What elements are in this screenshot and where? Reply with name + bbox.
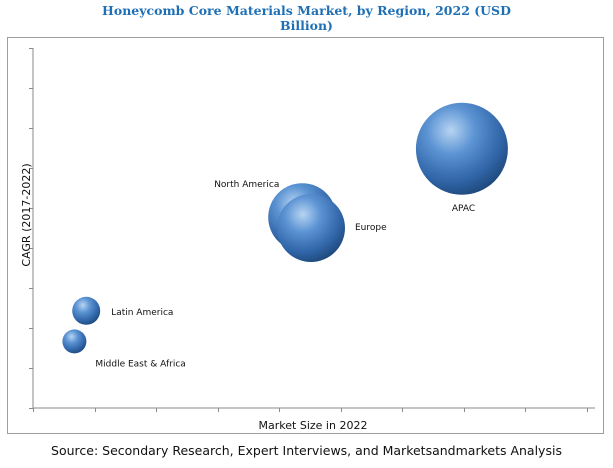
chart-title: Honeycomb Core Materials Market, by Regi… [0, 3, 613, 33]
x-axis-label: Market Size in 2022 [259, 419, 368, 432]
bubble-europe [277, 194, 345, 262]
bubble-label-latin-america: Latin America [111, 308, 173, 318]
y-axis-label: CAGR (2017-2022) [20, 163, 33, 266]
bubble-label-north-america: North America [214, 180, 279, 190]
bubble-label-apac: APAC [452, 204, 475, 214]
bubble-middle-east-africa [62, 329, 87, 354]
bubble-apac [415, 102, 508, 195]
bubble-label-europe: Europe [355, 223, 387, 233]
chart-frame [7, 37, 604, 434]
chart-title-line-1: Honeycomb Core Materials Market, by Regi… [102, 3, 511, 18]
chart-title-line-2: Billion) [280, 18, 333, 33]
bubble-latin-america [72, 296, 101, 325]
bubble-label-middle-east-africa: Middle East & Africa [95, 359, 185, 369]
source-note: Source: Secondary Research, Expert Inter… [51, 443, 562, 458]
